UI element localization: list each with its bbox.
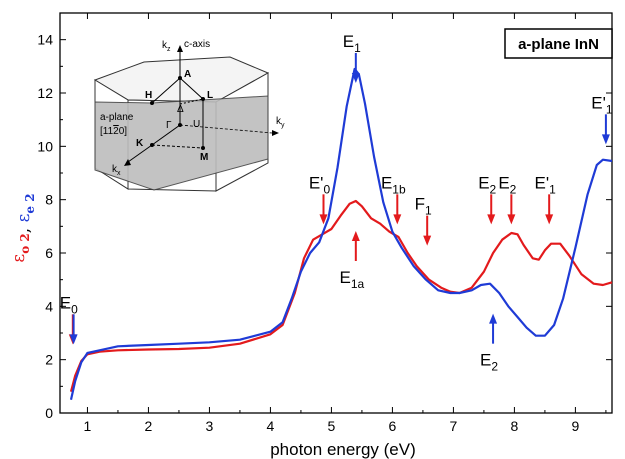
x-tick-label: 3 — [206, 418, 214, 434]
y-tick-label: 10 — [37, 138, 53, 154]
y-tick-label: 6 — [45, 245, 53, 261]
annotation-label: E1a — [339, 268, 364, 291]
y-tick-label: 4 — [45, 298, 53, 314]
x-axis-label: photon energy (eV) — [270, 440, 416, 459]
point-M — [201, 146, 205, 150]
M-label: M — [200, 152, 208, 163]
annotation-arrow-head — [507, 214, 516, 225]
hexagonal-brillouin-zone-inset: kz c-axis A H L a-plane [1120] Δ Γ U K M… — [93, 39, 285, 192]
series-line-ordinary — [69, 199, 613, 392]
annotation-label: F1 — [415, 195, 432, 218]
x-tick-label: 6 — [389, 418, 397, 434]
annotation-arrow-head — [319, 214, 328, 225]
annotation-arrow-head — [393, 214, 402, 225]
annotation-arrow-head — [545, 214, 554, 225]
point-Gamma — [178, 123, 182, 127]
sample-label-text: a-plane InN — [518, 36, 599, 53]
annotation-arrow-head — [423, 235, 432, 246]
annotation-arrow-head — [351, 231, 360, 241]
H-label: H — [145, 90, 152, 101]
series — [69, 67, 613, 400]
annotation-label: E2 — [478, 173, 496, 196]
annotation-label: E'1 — [535, 173, 557, 196]
series-line-extraordinary — [69, 67, 613, 400]
y-tick-label: 12 — [37, 85, 53, 101]
annotation-arrow-head — [351, 73, 360, 83]
y-tick-label: 14 — [37, 32, 53, 48]
kz-arrow — [177, 45, 183, 52]
annotation-label: E1b — [381, 173, 406, 196]
U-label: U — [193, 119, 200, 130]
annotation-arrow-head — [487, 214, 496, 225]
Gamma-label: Γ — [166, 120, 172, 131]
a-plane-miller-index: [1120] — [100, 126, 127, 137]
x-tick-label: 9 — [572, 418, 580, 434]
kx-axis — [127, 144, 153, 163]
inset-line-AL — [179, 77, 204, 100]
Delta-label: Δ — [177, 104, 184, 115]
K-label: K — [136, 138, 144, 149]
y-tick-label: 0 — [45, 405, 53, 421]
inset-line-KM — [151, 144, 204, 149]
sample-label-frame — [504, 28, 613, 59]
annotation-label: E'1 — [591, 93, 613, 116]
x-tick-label: 7 — [450, 418, 458, 434]
inset-line-gamma-K — [151, 124, 181, 146]
annotation-label: E1 — [343, 32, 361, 55]
point-K — [150, 143, 154, 147]
x-tick-label: 8 — [511, 418, 519, 434]
inset-line-HA — [151, 77, 181, 104]
x-tick-label: 1 — [84, 418, 92, 434]
x-tick-label: 4 — [267, 418, 275, 434]
annotation-label: E2 — [480, 351, 498, 374]
x-tick-label: 5 — [328, 418, 336, 434]
kx-label: kx — [112, 164, 121, 177]
a-plane-label: a-plane — [100, 112, 134, 123]
annotation-arrow-head — [601, 134, 610, 145]
annotation-arrow-head — [69, 334, 78, 345]
y-tick-label: 2 — [45, 352, 53, 368]
kz-label: kz — [162, 40, 171, 53]
y-axis-label: εo 2, εe 2 — [9, 193, 37, 262]
A-label: A — [184, 69, 191, 80]
x-tick-label: 2 — [145, 418, 153, 434]
annotation-label: E0 — [60, 293, 78, 316]
c-axis-label: c-axis — [184, 39, 210, 50]
point-H — [150, 101, 154, 105]
plot-frame — [59, 12, 613, 414]
point-A — [178, 76, 182, 80]
L-label: L — [207, 90, 213, 101]
annotation-label: E2 — [498, 173, 516, 196]
annotation-arrow-head — [489, 313, 498, 324]
y-tick-label: 8 — [45, 192, 53, 208]
sample-label-box: a-plane InN — [504, 28, 613, 59]
point-L — [201, 97, 205, 101]
ky-arrow — [272, 130, 279, 136]
kx-arrow — [124, 159, 131, 166]
annotation-label: E'0 — [309, 173, 331, 196]
ky-label: ky — [276, 116, 285, 129]
ky-axis — [179, 124, 273, 134]
